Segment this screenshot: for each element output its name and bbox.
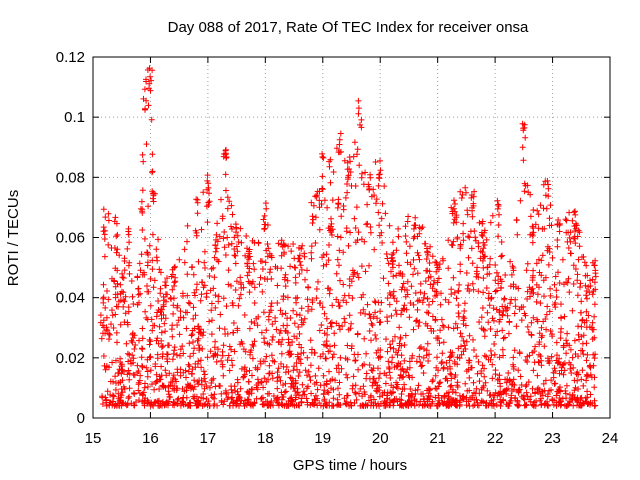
x-tick-label: 21 bbox=[429, 430, 446, 447]
x-tick-label: 20 bbox=[372, 430, 389, 447]
x-tick-label: 22 bbox=[487, 430, 504, 447]
x-tick-label: 17 bbox=[200, 430, 217, 447]
y-tick-label: 0.04 bbox=[56, 290, 85, 307]
x-tick-label: 19 bbox=[314, 430, 331, 447]
x-tick-label: 23 bbox=[544, 430, 561, 447]
x-axis-label: GPS time / hours bbox=[293, 457, 407, 474]
data-points bbox=[97, 65, 599, 409]
scatter-points bbox=[97, 65, 599, 409]
x-tick-label: 24 bbox=[602, 430, 619, 447]
y-tick-label: 0.02 bbox=[56, 350, 85, 367]
y-tick-label: 0.12 bbox=[56, 49, 85, 66]
y-tick-label: 0.08 bbox=[56, 169, 85, 186]
axis-ticks: 15 16 17 18 19 20 21 22 23 24 0 0.02 0.04 0.06 0.08 0.1… bbox=[56, 49, 619, 447]
x-tick-label: 15 bbox=[85, 430, 102, 447]
y-tick-label: 0.1 bbox=[64, 109, 85, 126]
x-tick-label: 18 bbox=[257, 430, 274, 447]
y-tick-label: 0 bbox=[77, 410, 85, 427]
x-tick-label: 16 bbox=[142, 430, 159, 447]
y-tick-label: 0.06 bbox=[56, 230, 85, 247]
y-axis-label: ROTI / TECUs bbox=[5, 190, 22, 286]
chart-title: Day 088 of 2017, Rate Of TEC Index for r… bbox=[168, 19, 529, 36]
